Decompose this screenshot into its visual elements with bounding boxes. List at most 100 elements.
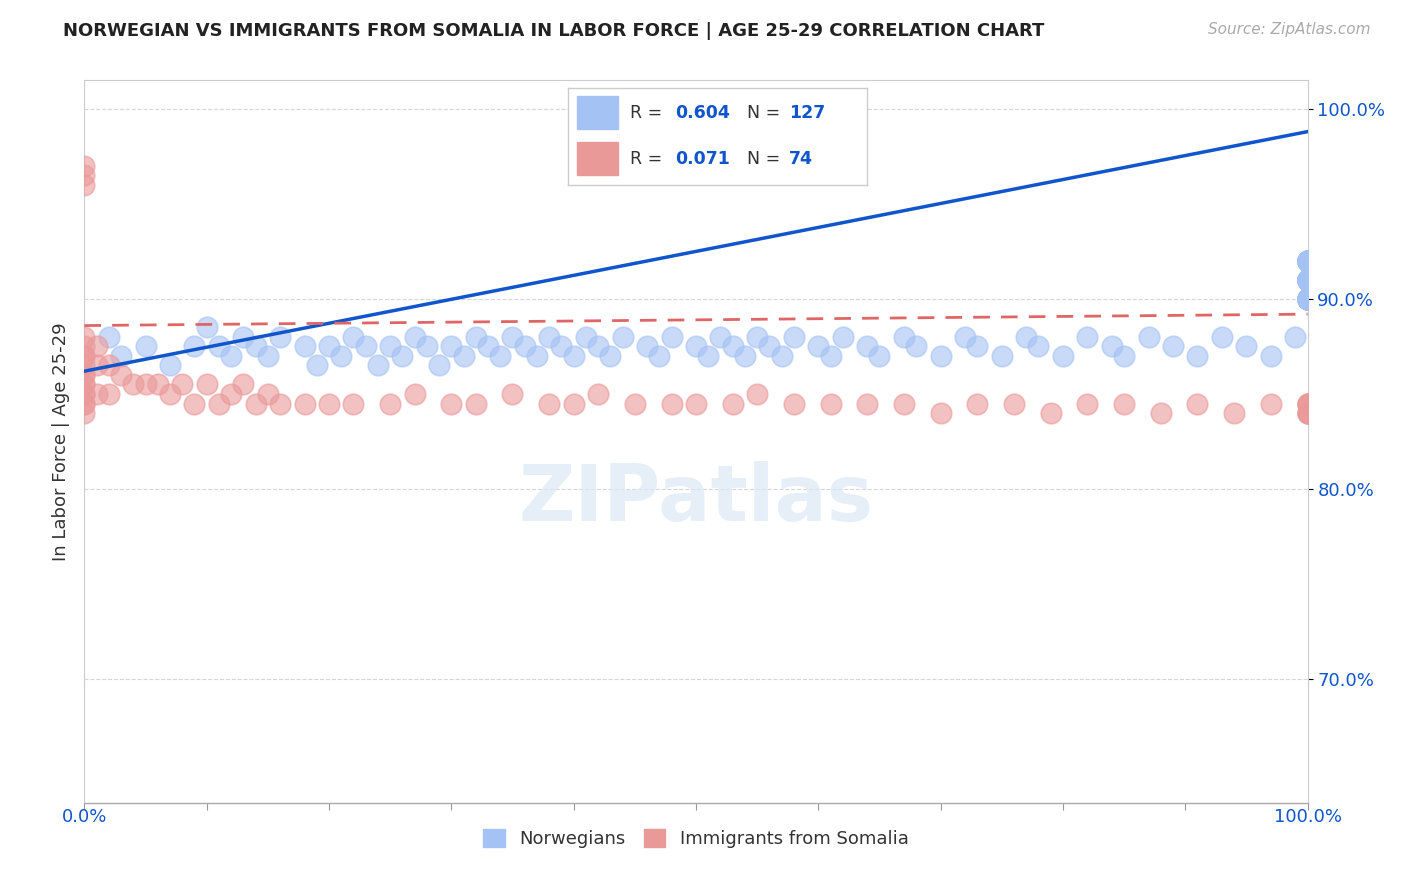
Point (758, 339, 780, 353)
Point (257, 349, 280, 363)
Point (1296, 396, 1319, 410)
Point (1296, 273, 1319, 287)
Point (453, 349, 475, 363)
Point (905, 339, 928, 353)
Point (1296, 273, 1319, 287)
Point (502, 387, 524, 401)
Point (1284, 330, 1306, 344)
Point (893, 330, 915, 344)
Point (269, 396, 291, 410)
Point (538, 396, 561, 410)
Point (1296, 253, 1319, 268)
Point (1137, 330, 1160, 344)
Point (734, 349, 756, 363)
Point (1296, 253, 1319, 268)
Point (538, 330, 561, 344)
Text: NORWEGIAN VS IMMIGRANTS FROM SOMALIA IN LABOR FORCE | AGE 25-29 CORRELATION CHAR: NORWEGIAN VS IMMIGRANTS FROM SOMALIA IN … (63, 22, 1045, 40)
Point (73, 339, 96, 353)
Point (1296, 273, 1319, 287)
Point (380, 396, 402, 410)
Point (1296, 396, 1319, 410)
Point (477, 339, 499, 353)
Point (86, 339, 108, 353)
Point (245, 396, 267, 410)
Point (1260, 396, 1282, 410)
Point (1296, 253, 1319, 268)
Point (612, 330, 634, 344)
Point (550, 339, 572, 353)
Point (1039, 406, 1062, 420)
Point (562, 396, 585, 410)
Point (110, 368, 132, 382)
Point (991, 349, 1014, 363)
Point (73, 359, 96, 373)
Point (257, 387, 280, 401)
Point (929, 406, 952, 420)
Point (697, 349, 720, 363)
Point (1260, 349, 1282, 363)
Point (575, 330, 598, 344)
Point (1296, 273, 1319, 287)
Point (562, 349, 585, 363)
Point (73, 377, 96, 392)
Point (1052, 349, 1074, 363)
Point (1296, 253, 1319, 268)
Point (1150, 406, 1173, 420)
Point (599, 349, 621, 363)
Point (1296, 273, 1319, 287)
Point (1211, 330, 1233, 344)
Point (318, 396, 340, 410)
Point (73, 387, 96, 401)
Point (1296, 292, 1319, 306)
Point (747, 330, 769, 344)
Point (1015, 330, 1038, 344)
Point (73, 178, 96, 192)
Point (1296, 292, 1319, 306)
Point (489, 349, 512, 363)
Point (807, 339, 830, 353)
Point (1296, 273, 1319, 287)
Point (1296, 253, 1319, 268)
Point (464, 330, 486, 344)
Point (1296, 253, 1319, 268)
Point (294, 396, 316, 410)
Point (966, 339, 988, 353)
Point (1296, 292, 1319, 306)
Point (1296, 292, 1319, 306)
Point (73, 368, 96, 382)
Point (1296, 273, 1319, 287)
Point (391, 349, 413, 363)
Point (893, 396, 915, 410)
Point (318, 339, 340, 353)
Point (1296, 273, 1319, 287)
Point (1296, 292, 1319, 306)
Point (172, 377, 194, 392)
Point (1296, 273, 1319, 287)
Point (97, 330, 120, 344)
Point (1296, 273, 1319, 287)
Point (1296, 253, 1319, 268)
Point (1101, 339, 1123, 353)
Point (110, 349, 132, 363)
Point (342, 330, 364, 344)
Text: Source: ZipAtlas.com: Source: ZipAtlas.com (1208, 22, 1371, 37)
Point (636, 339, 658, 353)
Point (929, 349, 952, 363)
Y-axis label: In Labor Force | Age 25-29: In Labor Force | Age 25-29 (52, 322, 70, 561)
Point (1296, 273, 1319, 287)
Point (1187, 349, 1209, 363)
Point (869, 349, 891, 363)
Point (73, 396, 96, 410)
Point (747, 387, 769, 401)
Point (586, 339, 609, 353)
Point (73, 349, 96, 363)
Point (232, 330, 254, 344)
Point (1296, 273, 1319, 287)
Point (1161, 339, 1184, 353)
Point (1296, 292, 1319, 306)
Point (208, 396, 231, 410)
Point (648, 349, 671, 363)
Point (953, 330, 976, 344)
Point (502, 330, 524, 344)
Text: ZIPatlas: ZIPatlas (519, 461, 873, 537)
